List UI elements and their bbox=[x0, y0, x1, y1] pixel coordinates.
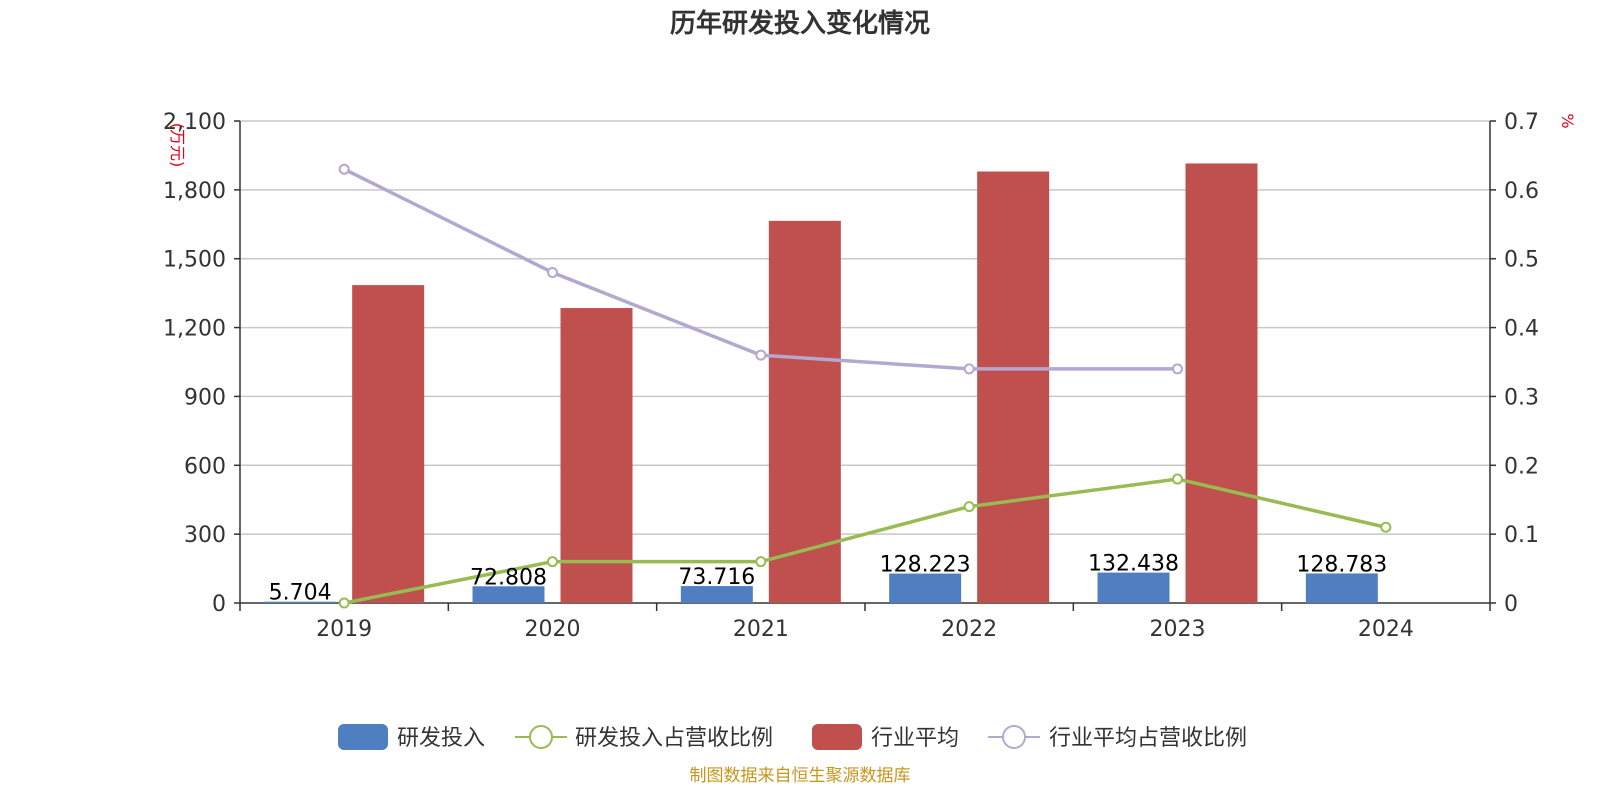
bar-rd-investment bbox=[472, 586, 545, 603]
point-rd-ratio bbox=[338, 597, 350, 609]
left-tick-label: 2,100 bbox=[163, 110, 226, 135]
legend-swatch-marker[interactable] bbox=[529, 725, 553, 749]
legend-swatch-bar[interactable] bbox=[812, 724, 862, 750]
bar-industry-average bbox=[977, 171, 1050, 603]
legend-swatch-bar[interactable] bbox=[338, 724, 388, 750]
right-tick-label: 0.7 bbox=[1504, 110, 1539, 135]
point-rd-ratio bbox=[547, 556, 558, 568]
bar-industry-average bbox=[1185, 163, 1258, 603]
bar-rd-investment bbox=[889, 573, 962, 603]
point-industry-ratio bbox=[1172, 363, 1183, 375]
bar-series bbox=[264, 163, 1378, 604]
right-tick-label: 0.2 bbox=[1504, 454, 1539, 479]
left-axis-unit: (万元) bbox=[168, 123, 187, 168]
left-tick-label: 1,200 bbox=[163, 317, 226, 342]
data-labels: 5.704 72.808 73.716 128.223 132.438 128.783 bbox=[269, 552, 1388, 606]
legend[interactable]: 研发投入 研发投入占营收比例 行业平均 行业平均占营收比例 bbox=[338, 724, 1247, 751]
point-industry-ratio bbox=[547, 266, 558, 278]
point-rd-ratio bbox=[755, 556, 767, 568]
chart-title: 历年研发投入变化情况 bbox=[670, 8, 930, 39]
left-tick-label: 600 bbox=[184, 454, 226, 479]
legend-label[interactable]: 行业平均 bbox=[871, 726, 959, 751]
bar-rd-investment bbox=[1305, 573, 1378, 603]
point-rd-ratio bbox=[1380, 521, 1392, 533]
legend-label[interactable]: 行业平均占营收比例 bbox=[1049, 726, 1247, 751]
right-tick-label: 0.6 bbox=[1504, 179, 1539, 204]
bar-industry-average bbox=[768, 220, 841, 604]
bar-rd-investment bbox=[264, 601, 337, 603]
bar-rd-investment bbox=[680, 586, 753, 603]
point-industry-ratio bbox=[338, 163, 350, 175]
gridlines bbox=[240, 120, 1490, 535]
bar-data-label: 73.716 bbox=[678, 565, 755, 590]
line-industry-ratio bbox=[343, 167, 1178, 371]
bar-industry-average bbox=[560, 308, 633, 603]
right-tick-label: 0.1 bbox=[1504, 523, 1539, 548]
x-tick-label: 2022 bbox=[941, 617, 997, 642]
point-rd-ratio bbox=[963, 501, 975, 513]
point-rd-ratio bbox=[1172, 473, 1183, 485]
left-tick-label: 0 bbox=[212, 592, 226, 617]
point-industry-ratio bbox=[755, 349, 767, 361]
axes: 0 300 600 900 1,200 1,500 1,800 2,100 0 0.1 0.2 0.3… bbox=[163, 110, 1539, 642]
bar-industry-average bbox=[352, 285, 425, 603]
right-tick-label: 0.3 bbox=[1504, 385, 1539, 410]
right-tick-label: 0.4 bbox=[1504, 317, 1539, 342]
bar-data-label: 128.783 bbox=[1296, 552, 1387, 577]
x-tick-label: 2020 bbox=[525, 617, 581, 642]
x-tick-label: 2021 bbox=[733, 617, 789, 642]
bar-data-label: 128.223 bbox=[880, 553, 971, 578]
left-tick-label: 900 bbox=[184, 385, 226, 410]
left-tick-label: 300 bbox=[184, 523, 226, 548]
right-axis-unit: % bbox=[1558, 113, 1577, 128]
right-tick-label: 0 bbox=[1504, 592, 1518, 617]
bar-data-label: 5.704 bbox=[269, 581, 332, 606]
legend-label[interactable]: 研发投入占营收比例 bbox=[575, 726, 773, 751]
right-tick-label: 0.5 bbox=[1504, 248, 1539, 273]
left-tick-label: 1,500 bbox=[163, 248, 226, 273]
source-note: 制图数据来自恒生聚源数据库 bbox=[690, 766, 911, 786]
bar-data-label: 132.438 bbox=[1088, 552, 1179, 577]
bar-data-label: 72.808 bbox=[470, 565, 547, 590]
legend-label[interactable]: 研发投入 bbox=[397, 726, 485, 751]
x-tick-label: 2019 bbox=[316, 617, 372, 642]
x-tick-label: 2024 bbox=[1358, 617, 1414, 642]
legend-swatch-marker[interactable] bbox=[1002, 725, 1026, 749]
bar-rd-investment bbox=[1097, 572, 1170, 603]
line-series bbox=[338, 163, 1392, 609]
point-industry-ratio bbox=[963, 363, 975, 375]
left-tick-label: 1,800 bbox=[163, 179, 226, 204]
x-tick-label: 2023 bbox=[1150, 617, 1206, 642]
line-rd-ratio bbox=[343, 477, 1387, 605]
